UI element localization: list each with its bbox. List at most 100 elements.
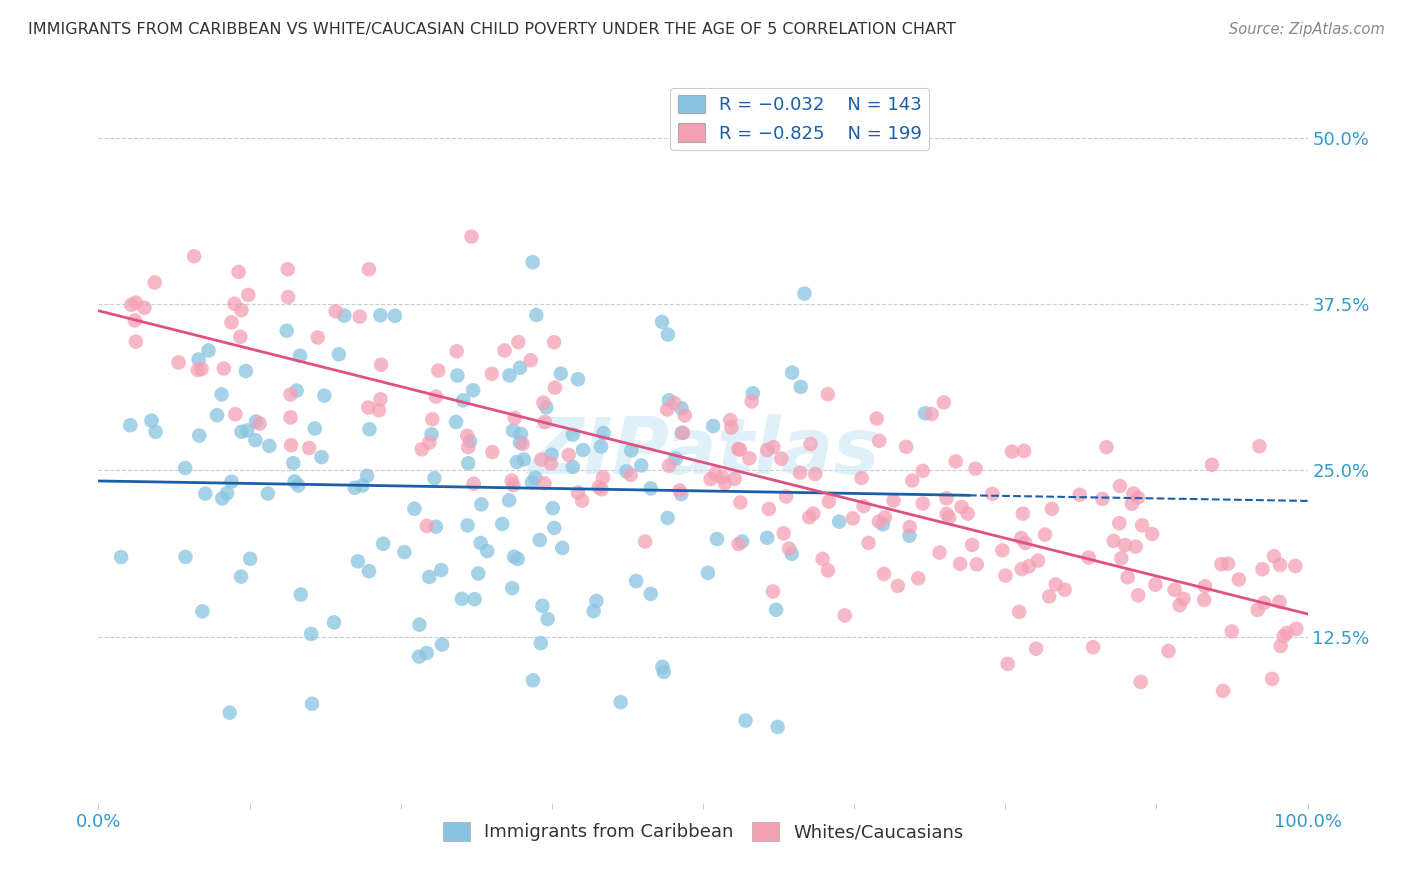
Point xyxy=(446,368,468,383)
Point xyxy=(1253,596,1275,610)
Point xyxy=(299,627,322,641)
Point xyxy=(212,361,235,376)
Point xyxy=(671,425,693,440)
Point xyxy=(935,491,957,506)
Point xyxy=(1038,590,1060,604)
Point xyxy=(430,638,453,652)
Point xyxy=(276,324,298,338)
Point xyxy=(277,262,299,277)
Point xyxy=(765,603,787,617)
Point xyxy=(945,454,967,468)
Point xyxy=(585,594,607,608)
Point xyxy=(304,421,326,435)
Point xyxy=(949,557,972,571)
Point xyxy=(444,415,467,429)
Point xyxy=(211,491,233,506)
Point xyxy=(1102,533,1125,548)
Point xyxy=(524,470,547,484)
Point xyxy=(256,486,278,500)
Point xyxy=(651,660,673,674)
Point xyxy=(1128,588,1150,602)
Point xyxy=(359,422,381,436)
Point xyxy=(1261,672,1284,686)
Point xyxy=(640,481,662,495)
Point xyxy=(502,478,524,492)
Point xyxy=(120,418,142,433)
Point xyxy=(658,393,681,408)
Point xyxy=(446,344,468,359)
Point xyxy=(110,550,132,565)
Point xyxy=(229,569,252,583)
Point xyxy=(592,470,614,484)
Point xyxy=(423,471,446,485)
Point xyxy=(706,532,728,546)
Point xyxy=(215,486,238,500)
Point xyxy=(231,425,253,439)
Point xyxy=(311,450,333,464)
Point xyxy=(174,461,197,475)
Point xyxy=(711,470,734,484)
Point xyxy=(620,443,643,458)
Point xyxy=(817,563,839,577)
Point xyxy=(1109,551,1132,566)
Point xyxy=(873,510,896,524)
Point xyxy=(873,566,896,581)
Point xyxy=(425,390,447,404)
Point xyxy=(907,571,929,585)
Point xyxy=(418,435,440,450)
Point xyxy=(1192,592,1215,607)
Point xyxy=(174,549,197,564)
Point xyxy=(367,403,389,417)
Point xyxy=(1270,639,1292,653)
Point xyxy=(727,537,749,551)
Point xyxy=(301,697,323,711)
Point xyxy=(508,335,530,350)
Point xyxy=(513,452,536,467)
Point xyxy=(772,526,794,541)
Point xyxy=(928,545,950,559)
Point xyxy=(328,347,350,361)
Point xyxy=(591,440,613,454)
Point xyxy=(731,534,754,549)
Point xyxy=(503,411,526,425)
Point xyxy=(818,494,841,508)
Point xyxy=(668,483,690,498)
Point xyxy=(664,396,686,410)
Point xyxy=(851,471,873,485)
Point xyxy=(616,464,638,478)
Point xyxy=(543,521,565,535)
Point xyxy=(741,386,763,401)
Point xyxy=(323,615,346,630)
Point xyxy=(464,592,486,607)
Point xyxy=(966,558,988,572)
Text: Source: ZipAtlas.com: Source: ZipAtlas.com xyxy=(1229,22,1385,37)
Point xyxy=(789,466,811,480)
Point xyxy=(1201,458,1223,472)
Point xyxy=(1011,507,1033,521)
Point xyxy=(536,401,558,415)
Point xyxy=(1275,625,1298,640)
Point xyxy=(921,407,943,421)
Point xyxy=(671,487,693,501)
Point xyxy=(702,419,724,434)
Point xyxy=(793,286,815,301)
Point xyxy=(356,468,378,483)
Point xyxy=(506,455,529,469)
Point xyxy=(1121,497,1143,511)
Point xyxy=(1095,440,1118,454)
Point xyxy=(461,384,484,398)
Point xyxy=(567,372,589,386)
Point xyxy=(357,401,380,415)
Point xyxy=(235,364,257,378)
Point xyxy=(640,587,662,601)
Point xyxy=(1109,479,1132,493)
Point xyxy=(1026,553,1049,567)
Point xyxy=(1163,582,1185,597)
Point xyxy=(229,330,252,344)
Point xyxy=(411,442,433,457)
Point xyxy=(343,481,366,495)
Point xyxy=(756,443,779,458)
Point xyxy=(994,568,1017,582)
Point xyxy=(914,406,936,420)
Point xyxy=(460,229,482,244)
